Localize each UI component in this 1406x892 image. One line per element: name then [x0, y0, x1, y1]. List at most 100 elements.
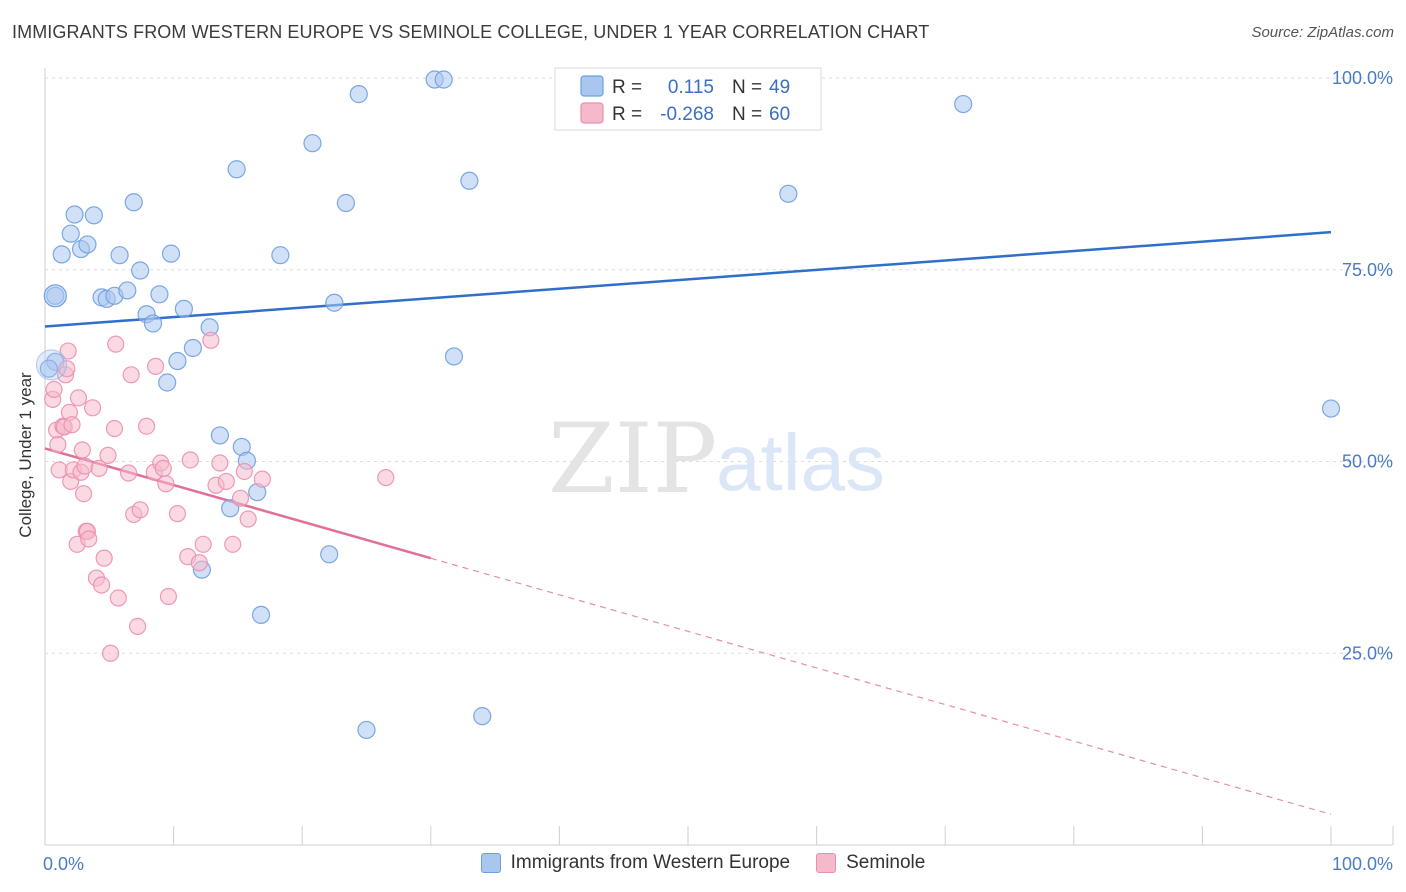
- point-western-europe: [124, 193, 143, 212]
- point-seminole: [235, 462, 253, 481]
- point-seminole: [90, 459, 108, 478]
- point-western-europe: [35, 349, 67, 381]
- point-western-europe: [84, 206, 103, 225]
- point-western-europe: [210, 426, 229, 445]
- point-seminole: [76, 457, 94, 475]
- x-tick-label: 100.0%: [1332, 854, 1393, 874]
- point-seminole: [137, 417, 156, 435]
- x-tick-label: 0.0%: [43, 854, 84, 874]
- legend-swatch-pink: [580, 102, 604, 124]
- point-seminole: [92, 576, 111, 594]
- legend-item-western-europe: Immigrants from Western Europe: [480, 852, 790, 874]
- point-western-europe: [357, 720, 376, 740]
- point-seminole: [49, 436, 67, 454]
- point-western-europe: [779, 184, 798, 203]
- point-seminole: [154, 459, 172, 478]
- point-western-europe: [271, 246, 290, 265]
- legend-n-value-2: 60: [769, 104, 790, 125]
- point-seminole: [74, 485, 93, 503]
- point-seminole: [69, 389, 88, 407]
- point-seminole: [99, 446, 117, 464]
- point-seminole: [45, 380, 63, 399]
- legend-r-label-1: R =: [612, 77, 642, 98]
- point-seminole: [80, 530, 98, 548]
- point-seminole: [224, 535, 242, 553]
- point-seminole: [131, 501, 149, 519]
- point-western-europe: [118, 281, 137, 300]
- point-western-europe: [336, 193, 356, 213]
- point-western-europe: [251, 605, 271, 625]
- y-tick-label: 25.0%: [1342, 643, 1393, 663]
- legend-n-label-2: N =: [732, 104, 762, 125]
- axes: [44, 68, 1394, 846]
- point-seminole: [217, 472, 235, 491]
- point-western-europe: [110, 246, 129, 265]
- y-tick-label: 100.0%: [1332, 68, 1393, 88]
- y-tick-label: 50.0%: [1342, 452, 1393, 472]
- point-seminole: [231, 489, 250, 507]
- point-seminole: [119, 464, 138, 482]
- trend-line-seminole-extrapolated: [430, 557, 1332, 815]
- point-seminole: [128, 617, 147, 636]
- gridlines: [45, 77, 1393, 654]
- point-seminole: [157, 475, 175, 493]
- point-seminole: [58, 360, 76, 378]
- legend-r-value-2: -0.268: [660, 104, 714, 125]
- point-seminole: [146, 357, 165, 375]
- trend-line-western-europe: [44, 230, 1332, 328]
- point-western-europe: [349, 85, 368, 104]
- point-western-europe: [1321, 399, 1341, 418]
- point-seminole: [63, 416, 81, 434]
- point-seminole: [107, 335, 125, 353]
- trend-lines: [44, 230, 1332, 815]
- point-seminole: [73, 441, 91, 459]
- point-western-europe: [150, 285, 169, 304]
- point-seminole: [83, 399, 102, 417]
- point-seminole: [168, 505, 187, 523]
- point-western-europe: [444, 347, 464, 366]
- point-seminole: [105, 419, 124, 438]
- point-seminole: [253, 470, 271, 488]
- point-western-europe: [65, 205, 84, 224]
- point-western-europe: [954, 94, 973, 114]
- point-seminole: [377, 469, 395, 487]
- point-seminole: [181, 451, 199, 469]
- point-western-europe: [158, 373, 177, 392]
- point-seminole: [194, 535, 212, 553]
- series-legend: Immigrants from Western Europe Seminole: [0, 852, 1406, 874]
- watermark: ZIP atlas: [548, 403, 885, 515]
- point-seminole: [211, 454, 229, 472]
- point-seminole: [159, 587, 178, 606]
- point-western-europe: [143, 314, 163, 333]
- point-western-europe: [227, 160, 246, 179]
- point-western-europe: [43, 284, 67, 308]
- legend-item-seminole: Seminole: [816, 852, 925, 874]
- point-western-europe: [168, 351, 187, 371]
- legend-swatch-western-europe: [480, 853, 501, 873]
- chart-title: IMMIGRANTS FROM WESTERN EUROPE VS SEMINO…: [12, 22, 930, 42]
- legend-r-label-2: R =: [612, 104, 642, 125]
- point-western-europe: [460, 171, 479, 190]
- point-western-europe: [473, 707, 492, 726]
- point-western-europe: [78, 235, 97, 254]
- point-seminole: [190, 554, 208, 572]
- legend-n-value-1: 49: [769, 77, 790, 98]
- point-seminole: [122, 366, 140, 384]
- legend-swatch-seminole: [816, 853, 837, 873]
- watermark-atlas: atlas: [716, 418, 885, 507]
- tick-labels: 100.0% 75.0% 50.0% 25.0% 0.0% 100.0%: [43, 68, 1393, 874]
- point-seminole: [59, 342, 77, 360]
- point-western-europe: [320, 545, 339, 564]
- point-western-europe: [39, 359, 58, 378]
- legend-label-seminole: Seminole: [846, 852, 926, 873]
- point-western-europe: [303, 134, 322, 153]
- point-seminole: [95, 549, 113, 567]
- point-western-europe: [325, 293, 344, 312]
- legend-n-label-1: N =: [732, 77, 762, 98]
- point-seminole: [101, 644, 120, 662]
- point-seminole: [109, 589, 127, 607]
- point-western-europe: [52, 245, 71, 264]
- point-western-europe: [161, 244, 181, 263]
- data-points: [35, 70, 1341, 740]
